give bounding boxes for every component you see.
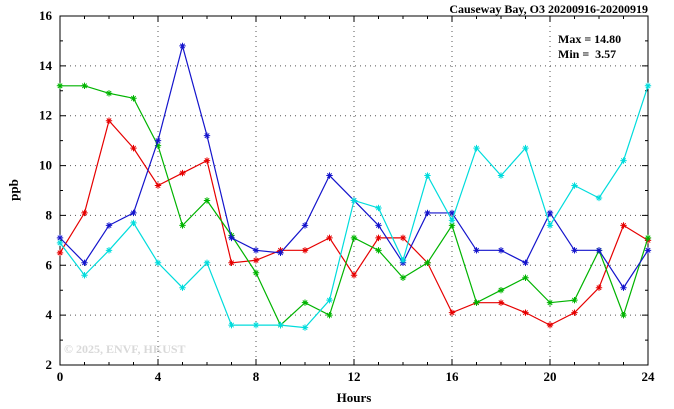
y-tick-label: 6	[46, 257, 53, 272]
y-axis-label: ppb	[6, 179, 21, 201]
x-tick-label: 16	[446, 369, 460, 384]
y-tick-label: 4	[46, 307, 53, 322]
watermark: © 2025, ENVF, HKUST	[64, 342, 186, 356]
x-axis-label: Hours	[336, 390, 372, 405]
plot-border	[59, 15, 649, 366]
series-blue-markers	[56, 42, 652, 291]
series-red-markers	[56, 117, 652, 329]
y-tick-label: 10	[39, 158, 52, 173]
y-tick-label: 8	[46, 207, 53, 222]
axis-ticks	[59, 15, 649, 366]
x-tick-label: 24	[642, 369, 656, 384]
y-tick-label: 12	[39, 108, 52, 123]
max-value-label: Max = 14.80	[558, 32, 622, 46]
x-tick-label: 20	[544, 369, 557, 384]
x-tick-label: 0	[57, 369, 64, 384]
min-value-label: Min = 3.57	[558, 47, 617, 61]
stats-annotation: Max = 14.80 Min = 3.57	[558, 32, 621, 62]
x-tick-label: 4	[155, 369, 162, 384]
y-tick-label: 2	[46, 357, 53, 372]
chart-title: Causeway Bay, O3 20200916-20200919	[449, 2, 648, 16]
x-tick-label: 8	[253, 369, 260, 384]
x-tick-label: 12	[348, 369, 361, 384]
y-tick-label: 16	[39, 8, 53, 23]
y-tick-label: 14	[39, 58, 53, 73]
series-cyan-markers	[56, 82, 652, 331]
